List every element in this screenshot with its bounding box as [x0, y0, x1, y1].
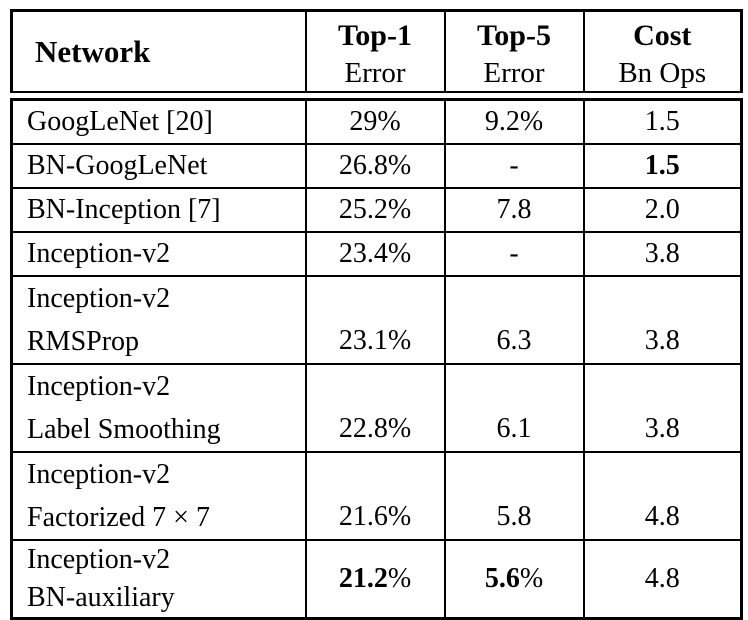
top1-error-cell: 23.4% — [304, 230, 446, 277]
percent-sign: % — [519, 562, 544, 594]
results-table-header: Network Top-1 Error Top-5 Error Cost Bn … — [10, 9, 743, 93]
top1-error-cell: 26.8% — [304, 142, 446, 189]
top1-error-cell: 25.2% — [304, 186, 446, 233]
cost-cell: 4.8 — [582, 450, 743, 541]
cost-cell: 2.0 — [582, 186, 743, 233]
network-name-line2: RMSProp — [27, 325, 140, 357]
top1-column-header: Top-1 Error — [304, 10, 445, 92]
top5-error-cell: 5.6% — [443, 538, 585, 619]
top1-error-cell: 22.8% — [304, 362, 446, 453]
network-column-header: Network — [12, 11, 306, 93]
top5-error-cell: 6.1 — [443, 362, 585, 453]
top5-error-cell: - — [443, 230, 585, 277]
results-table: Network Top-1 Error Top-5 Error Cost Bn … — [10, 9, 743, 620]
network-name-line1: Inception-v2 — [27, 458, 171, 490]
network-column-label: Network — [35, 33, 151, 69]
cost-column-label-line1: Cost — [633, 18, 692, 52]
cost-cell: 1.5 — [582, 98, 743, 145]
top5-column-label-line1: Top-5 — [477, 18, 551, 52]
top1-error-cell: 23.1% — [304, 274, 446, 365]
table-row: Inception-v2 Factorized 7 × 7 21.6% 5.8 … — [10, 450, 743, 541]
cost-cell: 3.8 — [582, 274, 743, 365]
top5-error-cell: 5.8 — [443, 450, 585, 541]
network-cell: BN-GoogLeNet — [10, 142, 307, 189]
network-name-line2: Label Smoothing — [27, 413, 221, 445]
table-row: Inception-v2 BN-auxiliary 21.2% 5.6% 4.8 — [10, 538, 743, 619]
top5-column-label-line2: Error — [483, 56, 545, 89]
network-cell: BN-Inception [7] — [10, 186, 307, 233]
top1-column-label-line1: Top-1 — [338, 18, 412, 52]
table-row: GoogLeNet [20] 29% 9.2% 1.5 — [10, 98, 743, 145]
top1-error-cell: 21.6% — [304, 450, 446, 541]
cost-cell: 3.8 — [582, 362, 743, 453]
network-cell: Inception-v2 RMSProp — [10, 274, 307, 365]
table-row: BN-GoogLeNet 26.8% - 1.5 — [10, 142, 743, 189]
top1-column-label-line2: Error — [344, 56, 406, 89]
results-table-body: GoogLeNet [20] 29% 9.2% 1.5 BN-GoogLeNet… — [10, 98, 743, 620]
cost-cell: 4.8 — [582, 538, 743, 619]
cost-column-header: Cost Bn Ops — [582, 10, 742, 92]
table-row: Inception-v2 Label Smoothing 22.8% 6.1 3… — [10, 362, 743, 453]
table-row: BN-Inception [7] 25.2% 7.8 2.0 — [10, 186, 743, 233]
network-cell: Inception-v2 Factorized 7 × 7 — [10, 450, 307, 541]
network-name-line1: Inception-v2 — [27, 282, 171, 314]
top5-error-value: 5.6 — [484, 562, 520, 594]
percent-sign: % — [387, 562, 412, 594]
network-cell: Inception-v2 Label Smoothing — [10, 362, 307, 453]
top1-error-value: 21.2 — [338, 562, 388, 594]
cost-cell: 3.8 — [582, 230, 743, 277]
top5-column-header: Top-5 Error — [443, 10, 584, 92]
network-name-line1: Inception-v2 — [27, 543, 171, 575]
network-name-line1: Inception-v2 — [27, 370, 171, 402]
top1-error-cell: 29% — [304, 98, 446, 145]
network-cell: Inception-v2 BN-auxiliary — [10, 538, 307, 619]
network-name-line2: BN-auxiliary — [27, 581, 175, 613]
network-cell: GoogLeNet [20] — [10, 98, 307, 145]
header-row: Network Top-1 Error Top-5 Error Cost Bn … — [12, 10, 742, 93]
top5-error-cell: 9.2% — [443, 98, 585, 145]
top1-error-cell: 21.2% — [304, 538, 446, 619]
network-name-line2: Factorized 7 × 7 — [27, 501, 210, 533]
table-row: Inception-v2 23.4% - 3.8 — [10, 230, 743, 277]
top5-error-cell: 7.8 — [443, 186, 585, 233]
cost-column-label-line2: Bn Ops — [618, 56, 707, 89]
table-row: Inception-v2 RMSProp 23.1% 6.3 3.8 — [10, 274, 743, 365]
cost-cell: 1.5 — [582, 142, 743, 189]
network-cell: Inception-v2 — [10, 230, 307, 277]
top5-error-cell: 6.3 — [443, 274, 585, 365]
top5-error-cell: - — [443, 142, 585, 189]
